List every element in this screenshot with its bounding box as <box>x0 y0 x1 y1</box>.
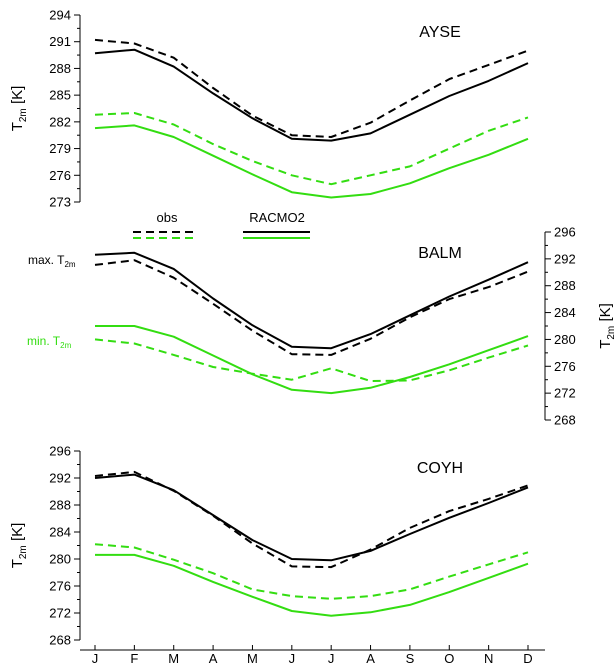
y-axis-label-sub-coyh: 2m <box>18 545 29 559</box>
y-tick-label-coyh: 268 <box>49 633 71 648</box>
series-line-min-racmo-ayse <box>94 124 529 199</box>
y-tick-label-ayse: 288 <box>49 61 71 76</box>
series-line-min-obs-ayse <box>94 112 529 186</box>
series-line-max-obs-balm <box>94 259 529 356</box>
y-axis-label-main-ayse: T <box>9 122 26 131</box>
y-tick-label-balm: 296 <box>554 225 576 240</box>
y-tick-label-ayse: 285 <box>49 88 71 103</box>
y-tick-label-balm: 272 <box>554 386 576 401</box>
x-tick-label: J <box>328 651 335 665</box>
series-line-max-racmo-ayse <box>94 48 529 142</box>
legend-obs-label: obs <box>157 210 178 225</box>
y-axis-label-unit-balm: [K] <box>597 303 614 326</box>
y-tick-label-coyh: 280 <box>49 552 71 567</box>
panel-ayse: 273 276 279 282 285 288 291 294 T2m [K] AYSE <box>9 8 529 210</box>
y-axis-label-balm: T2m [K] <box>597 303 615 349</box>
x-tick-label: M <box>247 651 258 665</box>
legend-min-label: min. T2m <box>27 334 72 350</box>
x-tick-label: A <box>366 651 375 665</box>
series-line-min-obs-coyh <box>94 543 529 600</box>
y-axis-label-main-coyh: T <box>9 559 26 568</box>
y-axis-label-ayse: T2m [K] <box>9 86 29 132</box>
panel-title-balm: BALM <box>418 245 462 262</box>
y-axis-label-main-balm: T <box>597 340 614 349</box>
y-axis-label-unit-ayse: [K] <box>9 86 26 109</box>
legend-racmo-label: RACMO2 <box>249 210 305 225</box>
y-tick-label-ayse: 279 <box>49 141 71 156</box>
y-tick-label-balm: 292 <box>554 251 576 266</box>
series-line-max-racmo-balm <box>94 251 529 350</box>
y-tick-label-ayse: 294 <box>49 8 71 23</box>
series-line-min-racmo-coyh <box>95 553 529 617</box>
y-tick-label-balm: 284 <box>554 305 576 320</box>
y-tick-label-coyh: 272 <box>49 606 71 621</box>
y-tick-label-balm: 288 <box>554 278 576 293</box>
legend-max-label: max. T2m <box>28 253 76 269</box>
legend-min-label-main: min. T <box>27 334 61 348</box>
x-tick-label: D <box>523 651 532 665</box>
y-tick-label-ayse: 276 <box>49 168 71 183</box>
x-tick-label: F <box>130 651 138 665</box>
x-tick-label: J <box>289 651 296 665</box>
legend-max-label-sub: 2m <box>64 260 75 269</box>
series-line-max-obs-ayse <box>94 38 529 138</box>
y-tick-label-balm: 280 <box>554 332 576 347</box>
legend-max-label-main: max. T <box>28 253 65 267</box>
y-tick-label-ayse: 282 <box>49 114 71 129</box>
x-tick-label: S <box>406 651 415 665</box>
y-axis-label-sub-balm: 2m <box>606 326 615 340</box>
x-tick-label: N <box>484 651 493 665</box>
x-tick-label: O <box>444 651 454 665</box>
series-line-max-obs-coyh <box>94 470 529 569</box>
y-axis-label-unit-coyh: [K] <box>9 523 26 546</box>
series-line-max-racmo-coyh <box>94 473 529 562</box>
y-tick-label-coyh: 276 <box>49 579 71 594</box>
y-axis-label-coyh: T2m [K] <box>9 523 29 569</box>
y-tick-label-coyh: 284 <box>49 525 71 540</box>
x-tick-label: M <box>168 651 179 665</box>
legend-min-label-sub: 2m <box>60 341 71 350</box>
series-line-min-racmo-balm <box>95 325 529 395</box>
y-tick-label-ayse: 291 <box>49 34 71 49</box>
panel-title-ayse: AYSE <box>419 24 461 41</box>
x-tick-label: A <box>209 651 218 665</box>
y-tick-label-coyh: 292 <box>49 471 71 486</box>
series-line-min-obs-balm <box>94 338 529 383</box>
y-tick-label-coyh: 296 <box>49 444 71 459</box>
panel-balm: 268 272 276 280 284 288 292 296 T2m [K] BALM <box>94 225 615 428</box>
y-tick-label-balm: 268 <box>554 413 576 428</box>
x-tick-label: J <box>92 651 99 665</box>
panel-title-coyh: COYH <box>417 460 463 477</box>
y-tick-label-coyh: 288 <box>49 498 71 513</box>
y-tick-label-balm: 276 <box>554 359 576 374</box>
y-axis-label-sub-ayse: 2m <box>18 108 29 122</box>
y-tick-label-ayse: 273 <box>49 195 71 210</box>
legend: obs RACMO2 max. T2m min. T2m <box>27 210 310 350</box>
panel-coyh: 268 272 276 280 284 288 292 296 T2m [K] COYH <box>9 444 529 648</box>
